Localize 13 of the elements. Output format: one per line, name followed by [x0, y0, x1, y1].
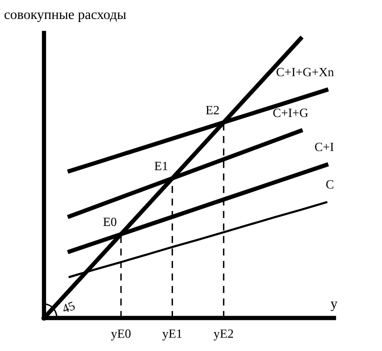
annotation: E2 [206, 106, 219, 114]
x-axis-title: y [330, 302, 338, 312]
x-tick-label: yE0 [111, 329, 131, 340]
series-label: C+I+G [273, 108, 308, 118]
annotation: E1 [154, 162, 168, 170]
series-label: C+I [314, 142, 334, 152]
x-tick-label: yE2 [214, 329, 234, 340]
annotation: E0 [103, 218, 116, 226]
series-label: C+I+G+Xn [276, 68, 334, 76]
x-tick-label: yE1 [162, 330, 182, 340]
annotation: 45 [62, 301, 76, 314]
series-label: C [326, 180, 334, 189]
y-axis-title: совокупные расходы [4, 12, 126, 22]
